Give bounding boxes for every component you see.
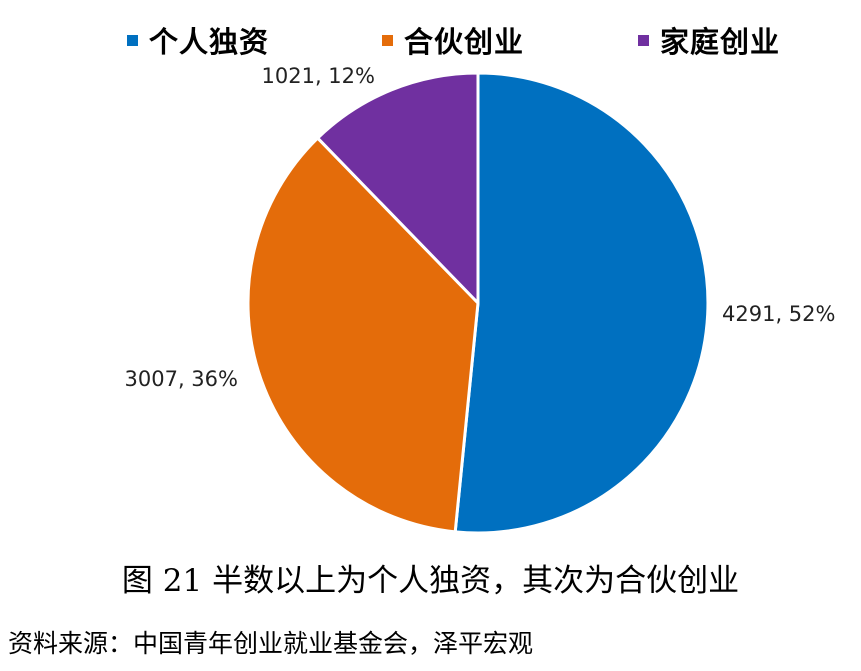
source-note: 资料来源：中国青年创业就业基金会，泽平宏观 bbox=[8, 629, 534, 658]
legend-label-sole-proprietorship: 个人独资 bbox=[149, 25, 270, 59]
data-label-partnership: 3007, 36% bbox=[125, 367, 238, 391]
data-label-sole-proprietorship: 4291, 52% bbox=[722, 302, 835, 326]
legend-label-partnership: 合伙创业 bbox=[404, 25, 525, 59]
legend-swatch-sole-proprietorship bbox=[127, 34, 138, 46]
legend-item-partnership: 合伙创业 bbox=[382, 22, 525, 59]
pie-slice-partnership bbox=[246, 136, 480, 534]
pie-chart: 4291, 52% 3007, 36% 1021, 12% bbox=[125, 64, 836, 535]
data-label-family-business: 1021, 12% bbox=[262, 64, 375, 88]
pie-slice-sole-proprietorship bbox=[453, 71, 710, 535]
legend-swatch-partnership bbox=[382, 34, 393, 46]
chart-legend: 个人独资 合伙创业 家庭创业 bbox=[0, 22, 861, 59]
figure-caption: 图 21 半数以上为个人独资，其次为合伙创业 bbox=[121, 563, 740, 599]
legend-item-family-business: 家庭创业 bbox=[638, 22, 781, 59]
pie-slice-family-business bbox=[316, 71, 480, 305]
legend-label-family-business: 家庭创业 bbox=[660, 25, 781, 59]
legend-swatch-family-business bbox=[638, 34, 649, 46]
pie-data-labels: 4291, 52% 3007, 36% 1021, 12% bbox=[125, 64, 836, 391]
legend-item-sole-proprietorship: 个人独资 bbox=[127, 22, 270, 59]
pie-slices bbox=[246, 71, 710, 535]
